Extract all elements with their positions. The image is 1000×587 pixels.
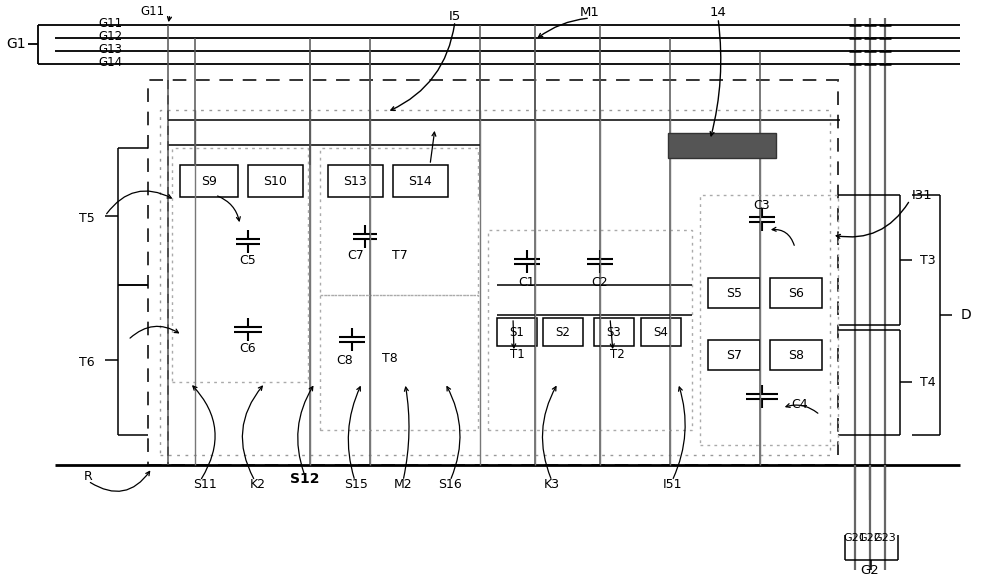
Text: T7: T7 [392,248,408,261]
Text: I5: I5 [449,9,461,22]
Bar [488,230,692,430]
Text: C5: C5 [240,254,256,266]
Text: S1: S1 [510,326,524,339]
Bar [594,318,634,346]
Text: T6: T6 [79,356,95,369]
Bar [641,318,681,346]
Text: I51: I51 [662,478,682,491]
Text: G11: G11 [98,16,122,29]
Bar [497,318,537,346]
Text: G23: G23 [874,533,896,543]
Text: G1: G1 [6,37,26,51]
Text: G2: G2 [861,564,879,576]
Text: S15: S15 [344,478,368,491]
Text: T5: T5 [79,211,95,224]
Text: S4: S4 [654,326,668,339]
Bar [668,133,776,158]
Bar [708,278,760,308]
Text: G12: G12 [98,29,122,42]
Text: K3: K3 [544,478,560,491]
Bar [160,110,830,455]
Text: 14: 14 [710,5,726,19]
Bar [708,340,760,370]
Bar [180,165,238,197]
Text: S2: S2 [556,326,570,339]
Text: S5: S5 [726,286,742,299]
Bar [770,278,822,308]
Text: S13: S13 [343,174,367,187]
Text: G21: G21 [844,533,866,543]
Text: S10: S10 [263,174,287,187]
Bar [543,318,583,346]
Text: G22: G22 [859,533,881,543]
Text: R: R [84,471,92,484]
Bar [320,295,478,430]
Bar [172,148,308,382]
Text: S11: S11 [193,478,217,491]
Text: S3: S3 [607,326,621,339]
Text: S12: S12 [290,472,320,486]
Bar [393,165,448,197]
Text: S8: S8 [788,349,804,362]
Text: C3: C3 [754,198,770,211]
Text: G13: G13 [98,42,122,56]
Text: T1: T1 [510,348,524,360]
Text: K2: K2 [250,478,266,491]
Bar [328,165,383,197]
Text: G14: G14 [98,56,122,69]
Text: C6: C6 [240,342,256,355]
Text: S9: S9 [201,174,217,187]
Text: T4: T4 [920,376,936,389]
Bar [148,80,838,465]
Text: T8: T8 [382,352,398,365]
Text: C2: C2 [592,275,608,288]
Text: C7: C7 [348,248,364,261]
Text: S14: S14 [408,174,432,187]
Bar [320,148,478,295]
Text: G11: G11 [140,5,164,18]
Bar [248,165,303,197]
Text: T2: T2 [610,348,624,360]
Text: S6: S6 [788,286,804,299]
Bar [770,340,822,370]
Text: M1: M1 [580,5,600,19]
Text: D: D [961,308,971,322]
Bar [700,195,838,445]
Text: S16: S16 [438,478,462,491]
Text: M2: M2 [394,478,412,491]
Text: S7: S7 [726,349,742,362]
Text: T3: T3 [920,254,936,266]
Text: I31: I31 [912,188,933,201]
Text: C8: C8 [337,353,353,366]
Text: C4: C4 [792,399,808,411]
Text: C1: C1 [519,275,535,288]
